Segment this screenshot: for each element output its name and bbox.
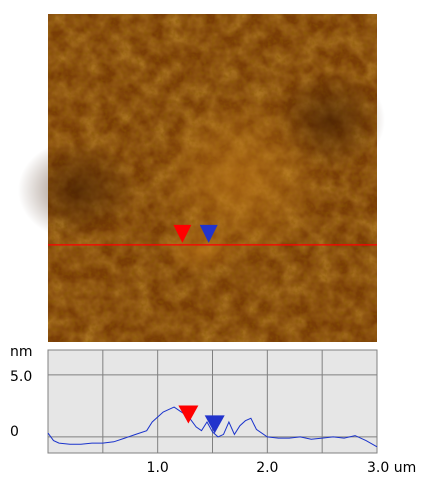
y-unit-label: nm	[10, 344, 33, 360]
afm-height-image	[18, 14, 385, 342]
x-tick-label: 2.0	[256, 460, 278, 476]
x-tick-label: 3.0 um	[367, 460, 416, 476]
y-tick-label-5: 5.0	[10, 369, 32, 385]
x-tick-label: 1.0	[147, 460, 169, 476]
plot-grid	[48, 350, 377, 453]
afm-overlay	[48, 224, 377, 246]
y-tick-label-0: 0	[10, 424, 19, 440]
plot-cursors	[178, 405, 225, 434]
profile-line	[47, 406, 378, 448]
x-tick-labels: 1.0 2.0 3.0 um	[147, 460, 417, 476]
blue-cursor-image-marker[interactable]	[199, 224, 218, 243]
red-cursor-image-marker[interactable]	[173, 224, 192, 243]
height-profile-plot: nm 5.0 0 1.0 2.0 3.0 um	[10, 344, 417, 476]
red-cursor-marker[interactable]	[178, 405, 199, 424]
blue-cursor-marker[interactable]	[204, 415, 225, 434]
